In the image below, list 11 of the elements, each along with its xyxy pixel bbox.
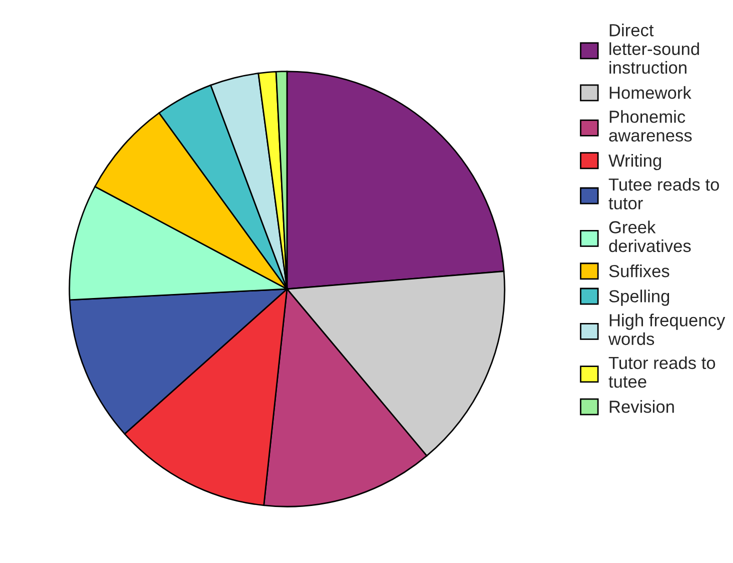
legend-label: Spelling — [609, 290, 670, 306]
legend-label: Homework — [610, 86, 692, 99]
legend-label: Revision — [610, 400, 674, 413]
legend-label: High frequency words — [608, 314, 726, 346]
legend-label: Greek derivatives — [609, 220, 691, 252]
legend-label: Tutee reads to tutor — [608, 178, 719, 210]
legend-label: Tutor reads to tutee — [608, 356, 716, 388]
legend-label: Writing — [608, 154, 661, 170]
legend-label: Direct letter-sound instruction — [610, 24, 699, 74]
legend-label: Phonemic awareness — [609, 110, 692, 142]
legend-label: Suffixes — [609, 264, 670, 278]
